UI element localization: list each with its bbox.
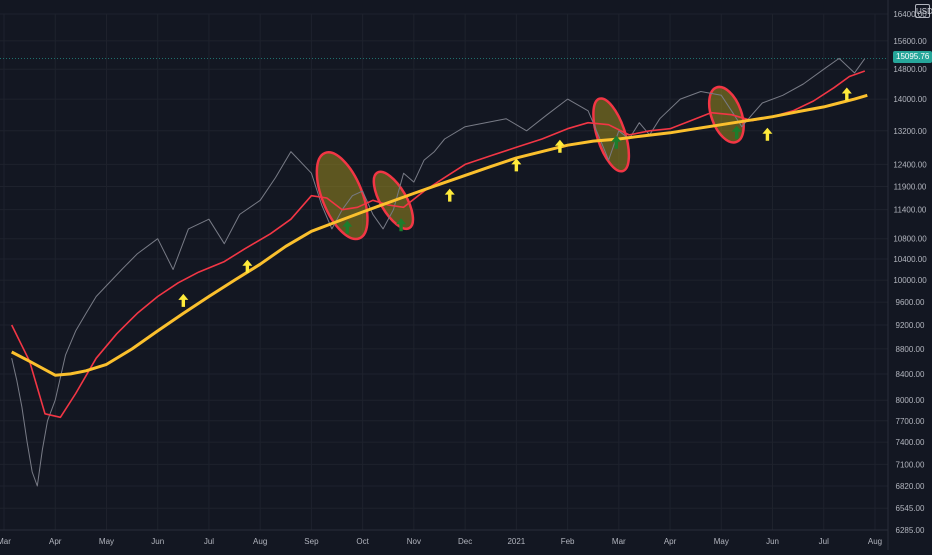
y-tick-label: 12400.00 xyxy=(893,160,927,169)
y-tick-label: 13200.00 xyxy=(893,127,927,136)
y-tick-label: 9200.00 xyxy=(896,321,925,330)
ema-fast-line xyxy=(10,70,866,419)
x-tick-label: Oct xyxy=(356,537,369,546)
up-arrow-green-icon xyxy=(611,135,622,149)
x-tick-label: 2021 xyxy=(507,537,525,546)
highlight-ellipse xyxy=(315,151,369,241)
y-tick-label: 16400.00 xyxy=(893,10,927,19)
x-tick-label: Aug xyxy=(253,537,267,546)
y-tick-label: 8000.00 xyxy=(896,396,925,405)
up-arrow-yellow-icon xyxy=(841,87,852,101)
y-tick-label: 7400.00 xyxy=(896,438,925,447)
last-price-label: 15095.76 xyxy=(893,51,932,63)
up-arrow-yellow-icon xyxy=(444,188,455,202)
y-tick-label: 8800.00 xyxy=(896,345,925,354)
x-tick-label: May xyxy=(99,537,114,546)
x-tick-label: Aug xyxy=(868,537,882,546)
series-lines xyxy=(10,57,868,487)
x-tick-label: Apr xyxy=(664,537,677,546)
y-tick-label: 10000.00 xyxy=(893,276,927,285)
x-tick-label: Jul xyxy=(204,537,214,546)
x-tick-label: Jul xyxy=(819,537,829,546)
y-tick-label: 7100.00 xyxy=(896,460,925,469)
currency-badge[interactable]: USD xyxy=(915,4,932,18)
y-tick-label: 6820.00 xyxy=(896,482,925,491)
y-tick-label: 11400.00 xyxy=(894,206,927,215)
y-tick-label: 6285.00 xyxy=(896,526,925,535)
signal-arrows xyxy=(178,87,852,307)
x-tick-label: May xyxy=(714,537,729,546)
y-tick-label: 14000.00 xyxy=(893,95,927,104)
y-tick-label: 10400.00 xyxy=(893,255,927,264)
grid xyxy=(0,0,889,550)
x-tick-label: Nov xyxy=(407,537,421,546)
y-tick-label: 8400.00 xyxy=(896,370,925,379)
y-axis: 16400.00 15600.00 14800.00 14000.00 13200.00… xyxy=(893,10,927,535)
x-tick-label: Feb xyxy=(561,537,575,546)
x-tick-label: Jun xyxy=(151,537,164,546)
y-tick-label: 11900.00 xyxy=(894,183,927,192)
y-tick-label: 14800.00 xyxy=(893,65,927,74)
y-tick-label: 7700.00 xyxy=(896,417,925,426)
y-tick-label: 15600.00 xyxy=(893,37,927,46)
x-axis: Mar Apr May Jun Jul Aug Sep Oct Nov Dec 2021 Feb Mar… xyxy=(0,537,882,546)
up-arrow-green-icon xyxy=(342,220,353,234)
x-tick-label: Jun xyxy=(766,537,779,546)
up-arrow-green-icon xyxy=(731,125,742,139)
x-tick-label: Mar xyxy=(0,537,11,546)
up-arrow-yellow-icon xyxy=(511,158,522,172)
price-series-line xyxy=(11,57,866,487)
up-arrow-yellow-icon xyxy=(554,139,565,153)
y-tick-label: 6545.00 xyxy=(896,504,925,513)
ema-slow-line xyxy=(11,93,868,377)
x-tick-label: Sep xyxy=(304,537,319,546)
x-tick-label: Dec xyxy=(458,537,472,546)
highlight-ellipse xyxy=(592,97,631,173)
up-arrow-yellow-icon xyxy=(762,127,773,141)
up-arrow-yellow-icon xyxy=(178,293,189,307)
y-tick-label: 10800.00 xyxy=(893,235,927,244)
x-tick-label: Apr xyxy=(49,537,62,546)
up-arrow-yellow-icon xyxy=(242,259,253,273)
up-arrow-green-icon xyxy=(396,218,407,232)
y-tick-label: 9600.00 xyxy=(896,298,925,307)
x-tick-label: Mar xyxy=(612,537,626,546)
